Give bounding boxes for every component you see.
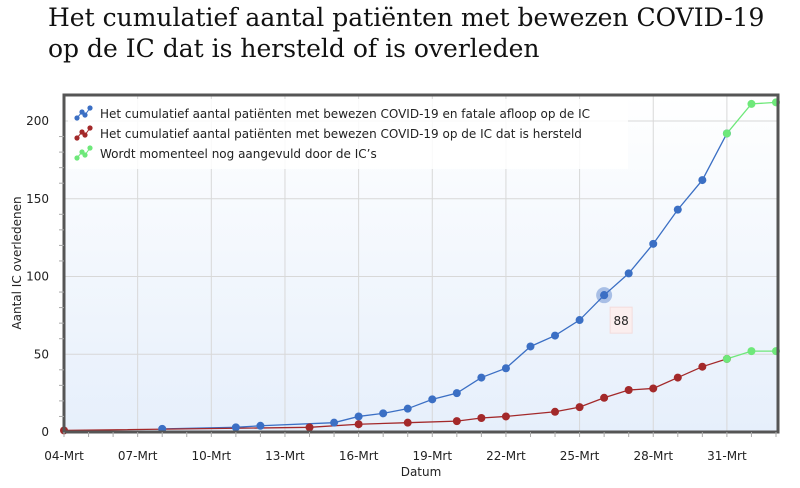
fatal-series-point xyxy=(330,418,339,427)
fatal-series-point xyxy=(403,404,412,413)
fatal-series-point xyxy=(501,364,510,373)
fatal-series-line xyxy=(162,133,728,430)
legend: Het cumulatief aantal patiënten met bewe… xyxy=(68,99,628,169)
legend-swatch-dot xyxy=(87,145,93,151)
pending-series-point xyxy=(747,347,756,356)
x-tick-label: 07-Mrt xyxy=(118,449,158,463)
fatal-series-point xyxy=(624,269,633,278)
title-line-2: op de IC dat is hersteld of is overleden xyxy=(48,34,540,63)
hover-point xyxy=(600,291,609,300)
x-tick-label: 13-Mrt xyxy=(265,449,305,463)
recovered-series-point xyxy=(305,423,314,432)
tooltip-value: 88 xyxy=(613,314,628,328)
fatal-series-point xyxy=(477,373,486,382)
legend-background xyxy=(68,99,628,169)
y-tick-label: 150 xyxy=(26,192,49,206)
x-tick-label: 31-Mrt xyxy=(707,449,747,463)
fatal-series-point xyxy=(354,412,363,421)
y-tick-label: 100 xyxy=(26,270,49,284)
x-tick-label: 10-Mrt xyxy=(192,449,232,463)
recovered-series-point xyxy=(600,393,609,402)
recovered-series-point xyxy=(575,403,584,412)
recovered-series-point xyxy=(551,407,560,416)
tooltip-box xyxy=(609,306,633,334)
pending-series-point xyxy=(722,129,731,138)
x-axis-label: Datum xyxy=(401,465,442,479)
y-axis-label: Aantal IC overledenen xyxy=(10,196,24,329)
recovered-series-point xyxy=(403,418,412,427)
y-tick-label: 50 xyxy=(34,347,49,361)
fatal-series-point xyxy=(256,421,265,430)
plot-border xyxy=(62,93,780,434)
x-tick-label: 16-Mrt xyxy=(339,449,379,463)
recovered-series-point xyxy=(477,414,486,423)
pending-series-point xyxy=(747,99,756,108)
x-tick-label: 25-Mrt xyxy=(560,449,600,463)
title-line-1: Het cumulatief aantal patiënten met bewe… xyxy=(48,3,765,32)
chart-title: Het cumulatief aantal patiënten met bewe… xyxy=(48,2,764,64)
legend-swatch-dot xyxy=(87,125,93,131)
legend-swatch-dot xyxy=(82,132,88,138)
fatal-series-point xyxy=(379,409,388,418)
recovered-series-point xyxy=(698,362,707,371)
x-tick-label: 22-Mrt xyxy=(486,449,526,463)
x-tick-label: 04-Mrt xyxy=(44,449,84,463)
legend-label: Wordt momenteel nog aangevuld door de IC… xyxy=(100,147,377,161)
fatal-series-point xyxy=(649,239,658,248)
legend-swatch-dot xyxy=(82,152,88,158)
recovered-series-point xyxy=(354,420,363,429)
y-tick-label: 0 xyxy=(41,425,49,439)
fatal-series-point xyxy=(673,205,682,214)
recovered-series-point xyxy=(501,412,510,421)
y-tick-label: 200 xyxy=(26,114,49,128)
recovered-series-point xyxy=(624,386,633,395)
fatal-series-point xyxy=(575,316,584,325)
x-tick-label: 19-Mrt xyxy=(412,449,452,463)
legend-swatch-dot xyxy=(74,155,80,161)
legend-label: Het cumulatief aantal patiënten met bewe… xyxy=(100,127,582,141)
recovered-series-point xyxy=(452,417,461,426)
x-tick-label: 28-Mrt xyxy=(633,449,673,463)
legend-swatch-dot xyxy=(74,135,80,141)
legend-swatch-dot xyxy=(74,115,80,121)
fatal-series-point xyxy=(231,423,240,432)
tooltip: 88 xyxy=(596,287,633,334)
fatal-series-point xyxy=(452,389,461,398)
legend-label: Het cumulatief aantal patiënten met bewe… xyxy=(100,107,590,121)
pending-series-point xyxy=(722,354,731,363)
legend-swatch-dot xyxy=(87,105,93,111)
recovered-series-point xyxy=(673,373,682,382)
fatal-series-point xyxy=(551,331,560,340)
legend-swatch-dot xyxy=(82,112,88,118)
fatal-series-point xyxy=(526,342,535,351)
recovered-series-point xyxy=(649,384,658,393)
fatal-series-point xyxy=(698,176,707,185)
fatal-series-point xyxy=(428,395,437,404)
